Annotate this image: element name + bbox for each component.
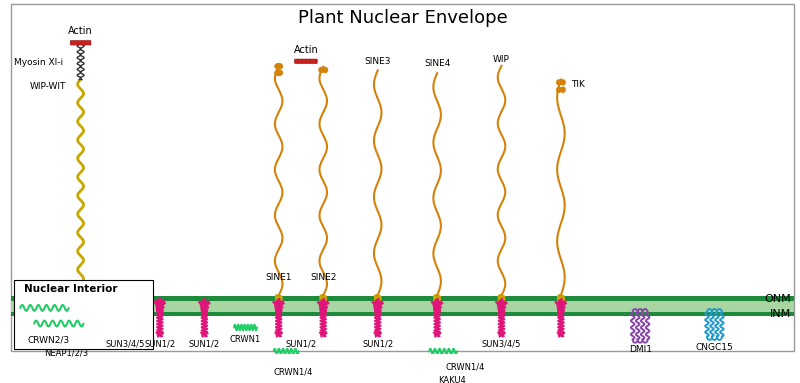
Bar — [73, 329, 78, 332]
Bar — [73, 320, 78, 324]
Ellipse shape — [556, 79, 562, 86]
Polygon shape — [154, 297, 165, 307]
Polygon shape — [272, 298, 285, 309]
Text: SUN1/2: SUN1/2 — [144, 339, 175, 349]
Text: SUN1/2: SUN1/2 — [286, 339, 317, 349]
Text: SINE3: SINE3 — [365, 57, 391, 65]
Text: CRWN1/4: CRWN1/4 — [445, 362, 485, 372]
Bar — [66, 329, 71, 332]
Text: Nuclear Interior: Nuclear Interior — [24, 284, 118, 294]
Bar — [14, 280, 153, 349]
Text: SINE2: SINE2 — [310, 273, 337, 282]
Text: KAKU4: KAKU4 — [438, 376, 466, 383]
Text: Actin: Actin — [294, 45, 318, 55]
Text: CRWN1: CRWN1 — [230, 335, 261, 344]
Polygon shape — [497, 330, 506, 338]
Ellipse shape — [322, 67, 328, 73]
Text: DMI1: DMI1 — [629, 345, 652, 354]
Bar — [11, 301, 794, 312]
Bar — [73, 325, 78, 328]
Polygon shape — [554, 298, 567, 309]
Polygon shape — [371, 298, 384, 309]
Polygon shape — [76, 330, 85, 338]
Text: CNGC15: CNGC15 — [695, 343, 734, 352]
Text: SINE4: SINE4 — [424, 59, 450, 69]
Ellipse shape — [318, 67, 324, 73]
Polygon shape — [198, 298, 210, 309]
Bar — [73, 334, 78, 337]
Bar — [66, 342, 71, 346]
Text: SUN1/2: SUN1/2 — [362, 339, 394, 349]
Bar — [11, 312, 794, 316]
Text: CRWN1/4: CRWN1/4 — [274, 367, 314, 376]
Ellipse shape — [560, 87, 566, 93]
Polygon shape — [74, 298, 87, 309]
Bar — [66, 338, 71, 342]
Bar — [11, 296, 794, 301]
Text: NEAP1/2/3: NEAP1/2/3 — [44, 349, 88, 358]
Text: SINE1: SINE1 — [266, 273, 292, 282]
Polygon shape — [317, 298, 330, 309]
Text: SUN1/2: SUN1/2 — [189, 339, 220, 349]
Polygon shape — [433, 330, 442, 338]
Text: SUN3/4/5: SUN3/4/5 — [106, 339, 145, 349]
Polygon shape — [155, 330, 164, 338]
Text: SUN3/4/5: SUN3/4/5 — [482, 339, 521, 349]
Ellipse shape — [274, 63, 283, 70]
Bar — [73, 342, 78, 346]
Text: Plant Nuclear Envelope: Plant Nuclear Envelope — [298, 9, 507, 27]
FancyBboxPatch shape — [70, 41, 91, 45]
Polygon shape — [118, 298, 131, 309]
Text: WIP: WIP — [493, 55, 510, 64]
Text: ONM: ONM — [764, 294, 790, 304]
Polygon shape — [556, 330, 566, 338]
Polygon shape — [495, 298, 508, 309]
Ellipse shape — [556, 87, 562, 93]
Bar — [66, 320, 71, 324]
Polygon shape — [121, 330, 130, 338]
Polygon shape — [274, 330, 283, 338]
FancyBboxPatch shape — [294, 59, 318, 63]
Polygon shape — [430, 298, 443, 309]
Polygon shape — [154, 298, 166, 309]
Text: CRWN2/3: CRWN2/3 — [28, 336, 70, 345]
Text: TIK: TIK — [571, 80, 585, 88]
Polygon shape — [318, 330, 327, 338]
Bar — [66, 325, 71, 328]
Text: INM: INM — [770, 309, 790, 319]
Text: Myosin XI-i: Myosin XI-i — [14, 57, 62, 67]
Ellipse shape — [560, 79, 566, 86]
Bar — [73, 338, 78, 342]
Polygon shape — [373, 330, 382, 338]
Bar — [66, 334, 71, 337]
Text: WIP-WIT: WIP-WIT — [30, 82, 66, 92]
Ellipse shape — [274, 69, 283, 76]
Text: Actin: Actin — [68, 26, 93, 36]
Polygon shape — [200, 330, 209, 338]
